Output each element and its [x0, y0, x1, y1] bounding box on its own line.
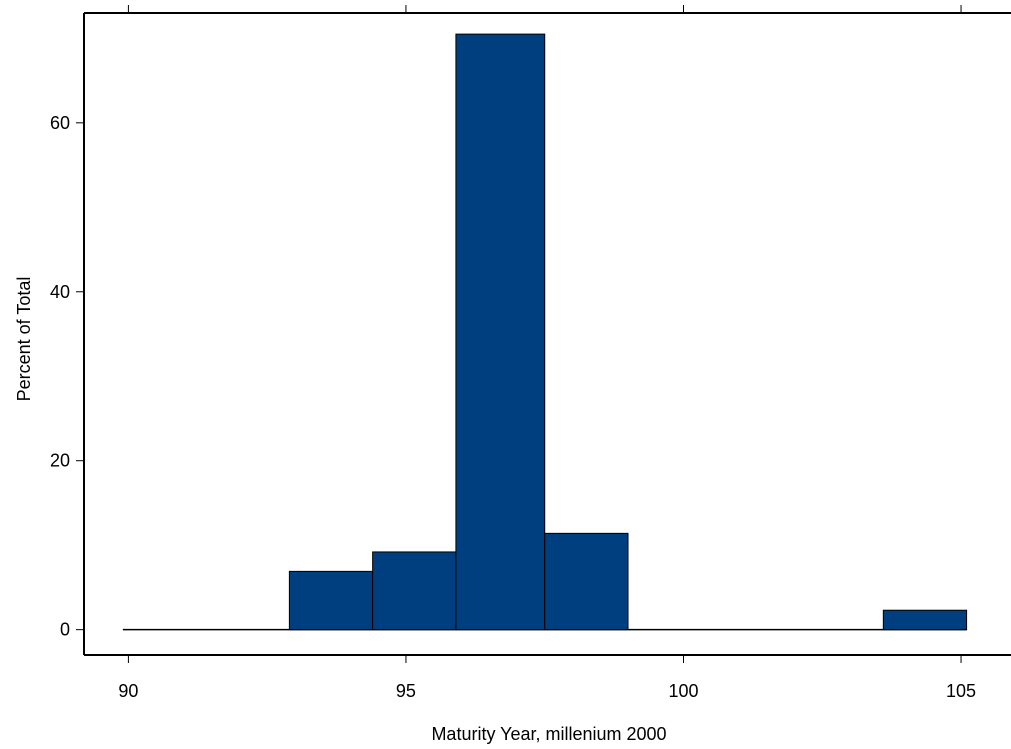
- histogram-bar: [372, 551, 457, 631]
- x-tick-label: 95: [396, 681, 416, 701]
- x-axis-title: Maturity Year, millenium 2000: [431, 724, 666, 744]
- x-tick-label: 100: [668, 681, 698, 701]
- y-tick-label: 60: [50, 113, 70, 133]
- y-axis-title: Percent of Total: [14, 277, 34, 402]
- histogram-bar: [544, 532, 629, 631]
- x-tick-label: 105: [946, 681, 976, 701]
- bars: [122, 33, 968, 631]
- histogram-bar: [882, 609, 968, 631]
- histogram-bar: [288, 570, 374, 631]
- y-axis: 0 20 40 60: [50, 113, 84, 640]
- y-tick-label: 40: [50, 282, 70, 302]
- x-axis: 90 95 100 105: [118, 5, 976, 701]
- y-tick-label: 20: [50, 451, 70, 471]
- y-tick-label: 0: [60, 620, 70, 640]
- histogram-bar: [455, 33, 546, 631]
- x-tick-label: 90: [118, 681, 138, 701]
- plot-frame: [83, 12, 1011, 656]
